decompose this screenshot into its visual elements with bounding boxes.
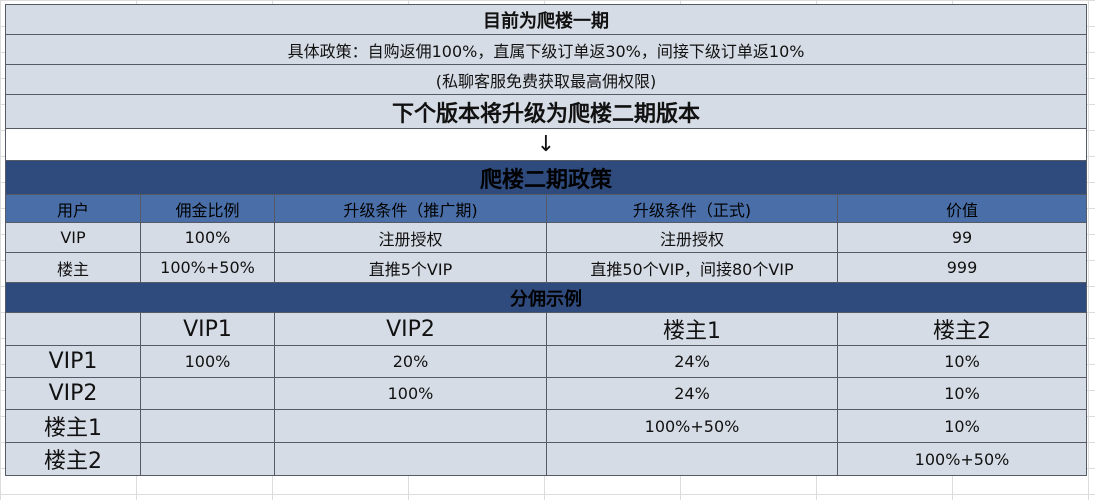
policy-header-value: 价值 [836, 194, 1088, 223]
split-header-corner [5, 312, 141, 346]
policy-cell: 注册授权 [546, 222, 838, 253]
policy-cell: VIP [5, 222, 141, 253]
policy-cell: 直推5个VIP [274, 252, 547, 283]
next-version-title: 下个版本将升级为爬楼二期版本 [4, 94, 1088, 129]
split-cell [140, 377, 275, 410]
policy-row: VIP 100% 注册授权 注册授权 99 [5, 222, 1088, 253]
split-cell [140, 409, 275, 443]
split-table-title: 分佣示例 [4, 282, 1088, 313]
split-cell [140, 442, 275, 476]
policy-description: 具体政策：自购返佣100%，直属下级订单返30%，间接下级订单返10% [4, 34, 1088, 65]
split-row-label: 楼主1 [5, 409, 141, 443]
split-row-label: VIP1 [5, 345, 141, 378]
policy-cell: 99 [836, 222, 1088, 253]
split-cell: 100% [274, 377, 547, 410]
split-cell: 100%+50% [546, 409, 838, 443]
split-header-owner2: 楼主2 [836, 312, 1088, 346]
split-row: 楼主2 100%+50% [5, 442, 1088, 476]
policy-cell: 100%+50% [140, 252, 275, 283]
split-cell: 10% [836, 377, 1088, 410]
split-header-owner1: 楼主1 [546, 312, 838, 346]
policy-cell: 999 [836, 252, 1088, 283]
policy-cell: 楼主 [5, 252, 141, 283]
split-cell [546, 442, 838, 476]
split-row: 楼主1 100%+50% 10% [5, 409, 1088, 443]
split-header-vip1: VIP1 [140, 312, 275, 346]
split-cell [274, 409, 547, 443]
policy-cell: 注册授权 [274, 222, 547, 253]
policy-header-promo-condition: 升级条件（推广期) [274, 194, 547, 223]
policy-header-formal-condition: 升级条件（正式) [546, 194, 838, 223]
split-cell: 20% [274, 345, 547, 378]
policy-header-user: 用户 [5, 194, 141, 223]
split-cell: 24% [546, 345, 838, 378]
contact-note: (私聊客服免费获取最高佣权限) [4, 64, 1088, 95]
commission-policy-sheet: 目前为爬楼一期 具体政策：自购返佣100%，直属下级订单返30%，间接下级订单返… [4, 4, 1088, 476]
policy-cell: 直推50个VIP，间接80个VIP [546, 252, 838, 283]
split-header-vip2: VIP2 [274, 312, 547, 346]
split-cell: 10% [836, 409, 1088, 443]
split-cell: 100%+50% [836, 442, 1088, 476]
split-row-label: 楼主2 [5, 442, 141, 476]
split-cell: 24% [546, 377, 838, 410]
split-cell [274, 442, 547, 476]
split-row: VIP2 100% 24% 10% [5, 377, 1088, 410]
policy-cell: 100% [140, 222, 275, 253]
policy-row: 楼主 100%+50% 直推5个VIP 直推50个VIP，间接80个VIP 99… [5, 252, 1088, 283]
split-cell: 100% [140, 345, 275, 378]
current-phase-title: 目前为爬楼一期 [4, 4, 1088, 35]
down-arrow-icon: ↓ [4, 128, 1088, 161]
split-row: VIP1 100% 20% 24% 10% [5, 345, 1088, 378]
policy-table-title: 爬楼二期政策 [4, 160, 1088, 195]
policy-header-rate: 佣金比例 [140, 194, 275, 223]
split-cell: 10% [836, 345, 1088, 378]
split-row-label: VIP2 [5, 377, 141, 410]
